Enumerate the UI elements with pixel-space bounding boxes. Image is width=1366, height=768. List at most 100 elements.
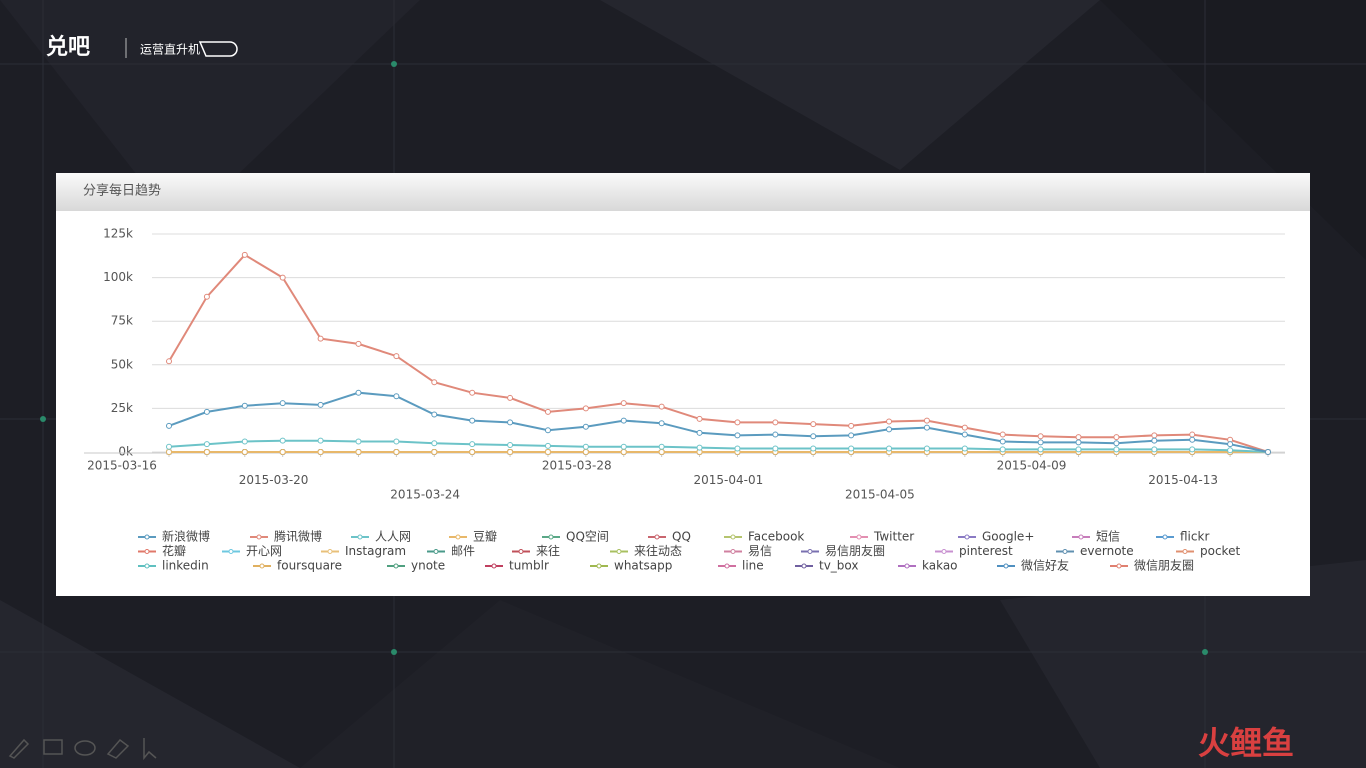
legend-label: 花瓣 <box>162 543 186 558</box>
point <box>469 389 476 396</box>
logo: 兑吧 运营直升机 <box>46 34 238 60</box>
chart-title: 分享每日趋势 <box>83 183 161 199</box>
legend-label: ynote <box>411 559 445 573</box>
point <box>1037 439 1044 446</box>
point <box>431 411 438 418</box>
point <box>203 408 210 415</box>
legend-label: 易信 <box>748 544 772 558</box>
point <box>582 423 589 430</box>
point <box>355 340 362 347</box>
point <box>393 438 400 445</box>
point <box>166 358 172 365</box>
point <box>203 441 210 448</box>
legend-label: linkedin <box>162 559 209 573</box>
x-tick-label: 2015-04-13 <box>1148 473 1218 487</box>
point <box>469 417 476 424</box>
point <box>469 449 476 455</box>
point <box>1151 446 1158 453</box>
point <box>810 433 817 440</box>
point <box>923 424 930 431</box>
legend-dot <box>455 534 461 540</box>
point <box>848 432 855 439</box>
legend-dot <box>518 549 524 554</box>
point <box>772 445 779 452</box>
legend-dot <box>724 563 730 569</box>
point <box>620 417 627 424</box>
legend-dot <box>1182 549 1188 554</box>
legend-label: tv_box <box>819 559 859 573</box>
point <box>923 417 930 424</box>
x-tick-label: 2015-03-20 <box>239 473 309 487</box>
legend-item: 邮件 <box>427 544 475 558</box>
legend-item: pocket <box>1176 544 1240 558</box>
point <box>355 438 362 445</box>
legend-label: kakao <box>922 559 958 573</box>
point <box>923 445 930 452</box>
point <box>620 449 627 455</box>
legend-dot <box>616 549 622 554</box>
legend-label: Twitter <box>873 530 914 544</box>
point <box>1265 449 1271 455</box>
legend-label: 人人网 <box>375 530 411 544</box>
point <box>999 446 1006 453</box>
legend: 新浪微博 腾讯微博 人人网 豆瓣 QQ空间 QQ Facebook Twitter Google… <box>138 529 1240 573</box>
point <box>469 441 476 448</box>
legend-item: foursquare <box>253 559 342 573</box>
legend-dot <box>904 563 910 569</box>
point <box>582 405 589 412</box>
legend-label: 易信朋友圈 <box>825 544 885 558</box>
point <box>658 403 665 410</box>
point <box>810 421 817 428</box>
point <box>1075 446 1082 453</box>
legend-dot <box>964 534 970 540</box>
point <box>431 440 438 447</box>
y-tick-label: 0k <box>118 445 133 459</box>
plot: 0k 25k 50k 75k 100k 125k 2015-03-16 2015-03-20 2… <box>84 227 1285 502</box>
legend-label: 来往动态 <box>634 543 682 558</box>
point <box>317 437 324 444</box>
point <box>1075 439 1082 446</box>
point <box>393 353 400 360</box>
legend-label: 微信好友 <box>1021 559 1069 573</box>
legend-item: 豆瓣 <box>449 530 497 544</box>
point <box>241 449 248 455</box>
legend-dot <box>228 549 234 554</box>
legend-dot <box>730 534 736 540</box>
point <box>1037 433 1044 440</box>
point <box>810 445 817 452</box>
legend-item: 短信 <box>1072 530 1120 544</box>
legend-item: evernote <box>1056 544 1134 558</box>
point <box>279 449 286 455</box>
point <box>658 420 665 427</box>
legend-dot <box>941 549 947 554</box>
legend-item: 易信 <box>724 544 772 558</box>
point <box>241 438 248 445</box>
legend-dot <box>1162 534 1168 540</box>
legend-item: tv_box <box>795 559 859 573</box>
pen-icon <box>8 738 30 759</box>
x-tick-label: 2015-03-16 <box>87 459 157 473</box>
legend-item: 来往 <box>512 543 560 558</box>
legend-dot <box>856 534 862 540</box>
legend-label: 邮件 <box>451 544 475 558</box>
point <box>1037 446 1044 453</box>
point <box>241 402 248 409</box>
point <box>203 293 210 300</box>
point <box>166 443 172 450</box>
point <box>961 431 968 438</box>
point <box>696 444 703 451</box>
legend-dot <box>1078 534 1084 540</box>
x-tick-label: 2015-04-09 <box>997 459 1067 473</box>
marker-icon <box>106 738 130 759</box>
point <box>544 442 551 449</box>
legend-dot <box>144 549 150 554</box>
point <box>696 429 703 436</box>
point <box>166 422 172 429</box>
point <box>620 400 627 407</box>
cursor-icon <box>143 738 157 761</box>
legend-dot <box>1116 563 1122 569</box>
logo-icon <box>198 41 238 57</box>
legend-item: 人人网 <box>351 530 411 544</box>
point <box>961 445 968 452</box>
